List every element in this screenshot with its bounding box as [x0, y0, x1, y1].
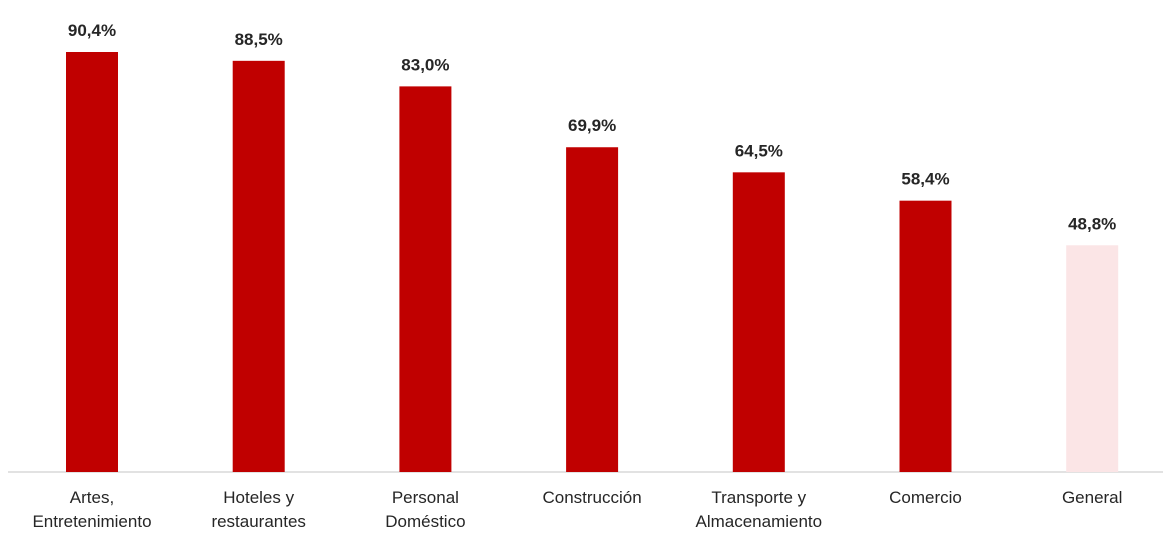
- bar: [566, 147, 619, 472]
- bar: [1066, 245, 1119, 472]
- data-label: 83,0%: [401, 55, 449, 74]
- x-tick-label: Artes, Entretenimiento: [32, 488, 152, 531]
- data-label: 58,4%: [901, 170, 949, 189]
- data-label: 69,9%: [568, 116, 616, 135]
- data-label: 48,8%: [1068, 214, 1116, 233]
- x-tick-label: Transporte y Almacenamiento: [695, 488, 823, 531]
- x-tick-label: Comercio: [889, 488, 962, 507]
- bar: [732, 172, 785, 472]
- x-tick-label: Hoteles y restaurantes: [211, 488, 306, 531]
- x-tick-label: Personal Doméstico: [385, 488, 466, 531]
- x-tick-label: General: [1061, 488, 1123, 507]
- data-label: 88,5%: [235, 30, 283, 49]
- data-label: 64,5%: [735, 141, 783, 160]
- x-tick-label: Construcción: [542, 488, 642, 507]
- bar: [66, 52, 118, 473]
- data-label: 90,4%: [68, 21, 116, 40]
- bar: [899, 200, 952, 473]
- bar: [399, 86, 452, 472]
- bar: [232, 60, 285, 472]
